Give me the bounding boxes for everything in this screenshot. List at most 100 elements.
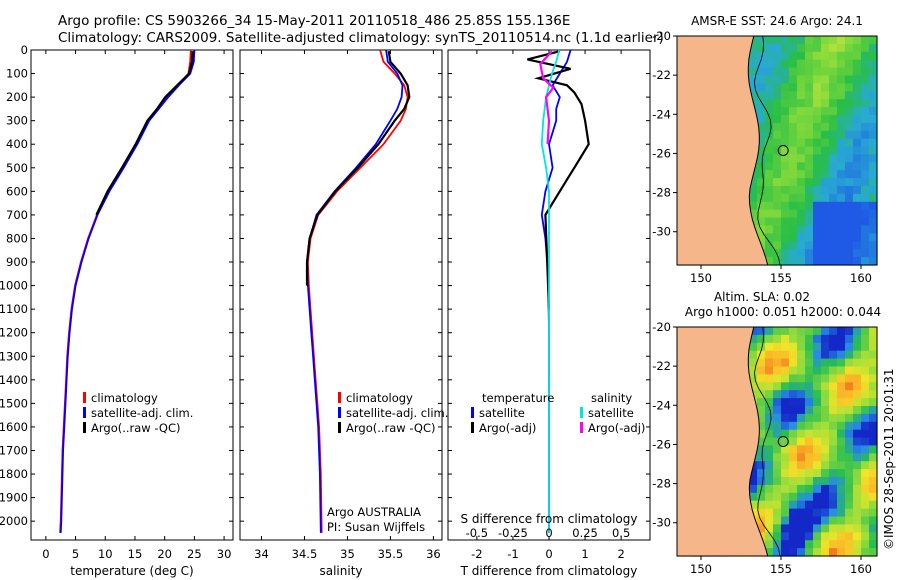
- map-cell: [829, 193, 838, 203]
- map-cell: [829, 209, 838, 219]
- map-cell: [757, 36, 766, 45]
- map-y-tick-label: -20: [652, 320, 671, 334]
- map-cell: [781, 342, 790, 352]
- map-cell: [853, 461, 862, 470]
- map-cell: [845, 83, 854, 92]
- map-cell: [813, 43, 822, 53]
- map-cell: [805, 429, 814, 439]
- map-cell: [789, 138, 798, 148]
- map-cell: [861, 461, 870, 470]
- map-cell: [805, 500, 814, 510]
- map-cell: [757, 99, 766, 108]
- map-cell: [845, 366, 854, 375]
- map-cell: [813, 453, 822, 462]
- map-cell: [821, 548, 830, 557]
- s-tick-label: 0.5: [612, 526, 630, 540]
- map-cell: [853, 130, 862, 140]
- map-cell: [797, 186, 806, 195]
- map-cell: [861, 469, 870, 478]
- map-cell: [781, 217, 790, 227]
- map-cell: [813, 186, 822, 195]
- map-cell: [773, 437, 782, 447]
- map-cell: [773, 469, 782, 478]
- map-cell: [765, 91, 774, 100]
- map-cell: [829, 358, 838, 368]
- map-cell: [869, 358, 878, 368]
- y-tick-label: 300: [6, 114, 28, 128]
- map-cell: [853, 532, 862, 541]
- map-cell: [789, 209, 798, 219]
- map-cell: [813, 170, 822, 179]
- map-cell: [853, 146, 862, 156]
- map-cell: [861, 350, 870, 360]
- map-cell: [765, 193, 774, 203]
- map-cell: [837, 469, 846, 478]
- map-cell: [765, 500, 774, 510]
- legend-label: satellite-adj. clim.: [346, 406, 448, 420]
- series-line-satellite-adj-clim-: [306, 49, 404, 533]
- map-cell: [789, 532, 798, 541]
- map-cell: [765, 36, 774, 45]
- map-cell: [789, 107, 798, 116]
- map-cell: [845, 201, 854, 211]
- map-cell: [789, 516, 798, 525]
- map-frame: [676, 35, 878, 266]
- map-cell: [837, 437, 846, 447]
- plot-frame-temperature: [30, 49, 234, 541]
- map-cell: [773, 500, 782, 510]
- map-cell: [797, 209, 806, 219]
- map-cell: [813, 350, 822, 360]
- x-axis-label: T difference from climatology: [460, 564, 638, 578]
- map-cell: [829, 146, 838, 156]
- map-cell: [829, 342, 838, 352]
- map-cell: [853, 350, 862, 360]
- map-cell: [789, 233, 798, 242]
- map-cell: [781, 99, 790, 108]
- map-cell: [861, 107, 870, 116]
- map-cell: [781, 477, 790, 486]
- map-cell: [805, 241, 814, 250]
- map-cell: [765, 99, 774, 108]
- map-x-tick-label: 160: [850, 271, 872, 285]
- map-cell: [773, 249, 782, 258]
- map-cell: [797, 257, 806, 266]
- argo-float-marker: [777, 145, 789, 156]
- map-x-tick-label: 155: [770, 271, 792, 285]
- map-cell: [765, 398, 774, 407]
- map-cell: [805, 492, 814, 502]
- map-cell: [869, 170, 878, 179]
- panel-annotation: Argo AUSTRALIA: [327, 505, 421, 519]
- map-cell: [781, 59, 790, 69]
- legend-swatch: [338, 422, 341, 433]
- map-cell: [781, 83, 790, 92]
- map-cell: [781, 67, 790, 77]
- map-cell: [757, 429, 766, 439]
- map-cell: [765, 122, 774, 132]
- map-cell: [805, 342, 814, 352]
- map-cell: [789, 342, 798, 352]
- x-tick-label: 0: [545, 547, 552, 561]
- map-cell: [869, 461, 878, 470]
- map-cell: [869, 374, 878, 383]
- map-cell: [773, 43, 782, 53]
- map-cell: [813, 492, 822, 502]
- map-y-tick-label: -26: [652, 146, 671, 160]
- map-cell: [805, 43, 814, 53]
- map-cell: [773, 162, 782, 171]
- map-cell: [781, 524, 790, 533]
- map-cell: [797, 107, 806, 116]
- map-cell: [845, 115, 854, 124]
- map-cell: [813, 516, 822, 525]
- map-cell: [773, 366, 782, 375]
- map-cell: [861, 209, 870, 219]
- map-cell: [813, 217, 822, 227]
- y-tick-label: 1900: [0, 491, 28, 505]
- map-cell: [765, 492, 774, 502]
- map-cell: [757, 75, 766, 84]
- map-cell: [805, 146, 814, 156]
- x-tick-label: 34.5: [292, 547, 318, 561]
- legend-label: satellite-adj. clim.: [91, 406, 193, 420]
- map-cell: [757, 67, 766, 77]
- map-cell: [757, 342, 766, 352]
- map-cell: [781, 146, 790, 156]
